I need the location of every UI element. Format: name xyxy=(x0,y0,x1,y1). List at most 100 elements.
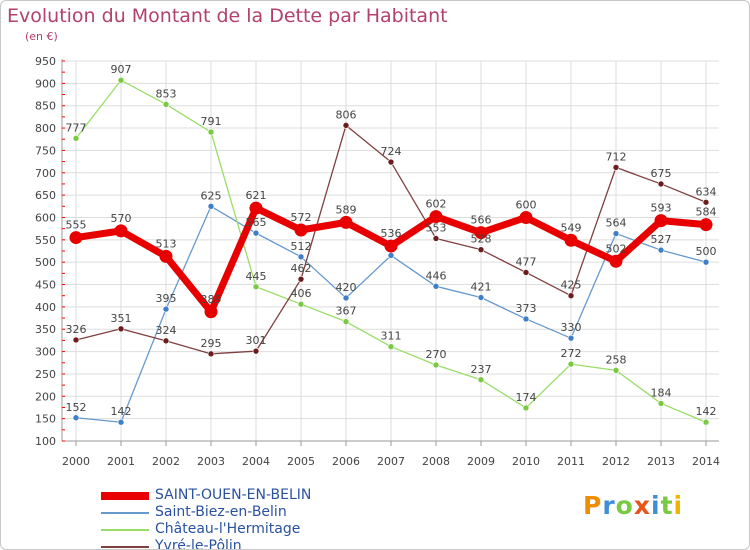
data-point-saint-ouen-en-belin xyxy=(339,215,353,229)
data-point-chateau-l-hermitage xyxy=(297,300,305,308)
data-point-saint-biez-en-belin xyxy=(117,418,125,426)
data-label-saint-biez-en-belin: 625 xyxy=(201,189,222,202)
data-point-chateau-l-hermitage xyxy=(162,101,170,108)
data-label-saint-ouen-en-belin: 513 xyxy=(156,237,177,250)
data-point-saint-biez-en-belin xyxy=(612,230,620,237)
x-tick-label: 2005 xyxy=(287,455,315,468)
x-tick-label: 2009 xyxy=(467,455,495,468)
data-point-chateau-l-hermitage xyxy=(702,418,710,426)
y-tick-label: 350 xyxy=(35,323,56,336)
data-label-saint-ouen-en-belin: 572 xyxy=(291,211,312,224)
data-point-saint-ouen-en-belin xyxy=(294,223,308,237)
x-tick-label: 2001 xyxy=(107,455,135,468)
data-label-yvre-le-polin: 326 xyxy=(66,323,87,336)
data-label-saint-biez-en-belin: 565 xyxy=(246,216,267,229)
data-point-saint-biez-en-belin xyxy=(297,253,305,261)
data-label-chateau-l-hermitage: 237 xyxy=(471,363,492,376)
data-label-chateau-l-hermitage: 406 xyxy=(291,287,312,300)
data-point-saint-biez-en-belin xyxy=(207,202,215,210)
data-label-saint-biez-en-belin: 330 xyxy=(561,321,582,334)
data-point-yvre-le-polin xyxy=(162,337,170,345)
data-label-saint-biez-en-belin: 420 xyxy=(336,281,357,294)
data-label-yvre-le-polin: 462 xyxy=(291,262,312,275)
data-point-saint-ouen-en-belin xyxy=(204,305,218,319)
data-label-saint-biez-en-belin: 152 xyxy=(66,401,87,414)
x-tick-label: 2007 xyxy=(377,455,405,468)
data-point-saint-biez-en-belin xyxy=(432,283,440,290)
data-point-yvre-le-polin xyxy=(702,198,710,206)
y-tick-label: 300 xyxy=(35,346,56,359)
data-point-yvre-le-polin xyxy=(207,350,215,358)
x-tick-label: 2003 xyxy=(197,455,225,468)
data-point-saint-ouen-en-belin xyxy=(114,224,128,238)
data-point-saint-ouen-en-belin xyxy=(474,226,488,240)
legend-swatch xyxy=(101,546,149,548)
legend-swatch xyxy=(101,492,149,500)
data-label-saint-biez-en-belin: 395 xyxy=(156,292,177,305)
data-label-chateau-l-hermitage: 272 xyxy=(561,347,582,360)
data-label-yvre-le-polin: 675 xyxy=(651,167,672,180)
data-point-yvre-le-polin xyxy=(72,336,80,344)
data-point-saint-biez-en-belin xyxy=(522,315,530,323)
data-label-chateau-l-hermitage: 184 xyxy=(651,386,672,399)
data-label-saint-ouen-en-belin: 589 xyxy=(336,203,357,216)
data-point-yvre-le-polin xyxy=(612,164,620,171)
data-label-yvre-le-polin: 806 xyxy=(336,108,357,121)
data-point-chateau-l-hermitage xyxy=(342,318,350,325)
x-tick-label: 2012 xyxy=(602,455,630,468)
data-point-chateau-l-hermitage xyxy=(522,404,530,412)
data-point-saint-biez-en-belin xyxy=(252,229,260,237)
x-tick-label: 2000 xyxy=(62,455,90,468)
data-label-saint-ouen-en-belin: 600 xyxy=(516,198,537,211)
data-label-yvre-le-polin: 634 xyxy=(696,185,717,198)
data-label-yvre-le-polin: 301 xyxy=(246,334,267,347)
data-point-yvre-le-polin xyxy=(432,235,440,242)
data-label-saint-biez-en-belin: 373 xyxy=(516,302,537,315)
legend-label: Château-l'Hermitage xyxy=(155,521,301,537)
data-point-chateau-l-hermitage xyxy=(117,76,125,84)
y-tick-label: 100 xyxy=(35,435,56,448)
x-tick-label: 2002 xyxy=(152,455,180,468)
data-point-saint-biez-en-belin xyxy=(567,334,575,342)
data-label-chateau-l-hermitage: 445 xyxy=(246,270,267,283)
data-label-chateau-l-hermitage: 367 xyxy=(336,305,357,318)
data-point-saint-ouen-en-belin xyxy=(69,231,83,245)
data-point-chateau-l-hermitage xyxy=(567,360,575,368)
data-label-chateau-l-hermitage: 311 xyxy=(381,330,402,343)
data-point-saint-ouen-en-belin xyxy=(159,249,173,263)
y-tick-label: 950 xyxy=(35,55,56,68)
data-label-saint-ouen-en-belin: 621 xyxy=(246,189,267,202)
x-tick-label: 2010 xyxy=(512,455,540,468)
y-tick-label: 500 xyxy=(35,256,56,269)
data-label-saint-biez-en-belin: 527 xyxy=(651,233,672,246)
data-label-saint-biez-en-belin: 142 xyxy=(111,405,132,418)
data-point-chateau-l-hermitage xyxy=(612,367,620,374)
data-point-chateau-l-hermitage xyxy=(72,135,80,142)
data-label-saint-ouen-en-belin: 555 xyxy=(66,219,87,232)
chart-subtitle: (en €) xyxy=(25,30,58,43)
data-label-chateau-l-hermitage: 853 xyxy=(156,87,177,100)
data-label-yvre-le-polin: 528 xyxy=(471,233,492,246)
data-point-chateau-l-hermitage xyxy=(252,283,260,291)
data-label-saint-ouen-en-belin: 602 xyxy=(426,198,447,211)
y-tick-label: 750 xyxy=(35,144,56,157)
x-tick-label: 2004 xyxy=(242,455,270,468)
data-point-yvre-le-polin xyxy=(252,347,260,355)
y-tick-label: 450 xyxy=(35,279,56,292)
data-point-saint-biez-en-belin xyxy=(657,246,665,254)
data-point-saint-ouen-en-belin xyxy=(429,210,443,224)
data-label-saint-ouen-en-belin: 570 xyxy=(111,212,132,225)
data-point-saint-biez-en-belin xyxy=(387,252,395,259)
data-point-saint-biez-en-belin xyxy=(342,294,350,302)
legend-label: Yvré-le-Pôlin xyxy=(155,538,242,550)
chart-title: Evolution du Montant de la Dette par Hab… xyxy=(7,5,448,27)
data-label-chateau-l-hermitage: 174 xyxy=(516,391,537,404)
data-point-chateau-l-hermitage xyxy=(657,400,665,407)
data-label-yvre-le-polin: 425 xyxy=(561,279,582,292)
y-tick-label: 600 xyxy=(35,211,56,224)
legend-label: Saint-Biez-en-Belin xyxy=(155,504,287,520)
data-label-saint-biez-en-belin: 500 xyxy=(696,245,717,258)
data-point-saint-ouen-en-belin xyxy=(609,254,623,268)
x-tick-label: 2013 xyxy=(647,455,675,468)
